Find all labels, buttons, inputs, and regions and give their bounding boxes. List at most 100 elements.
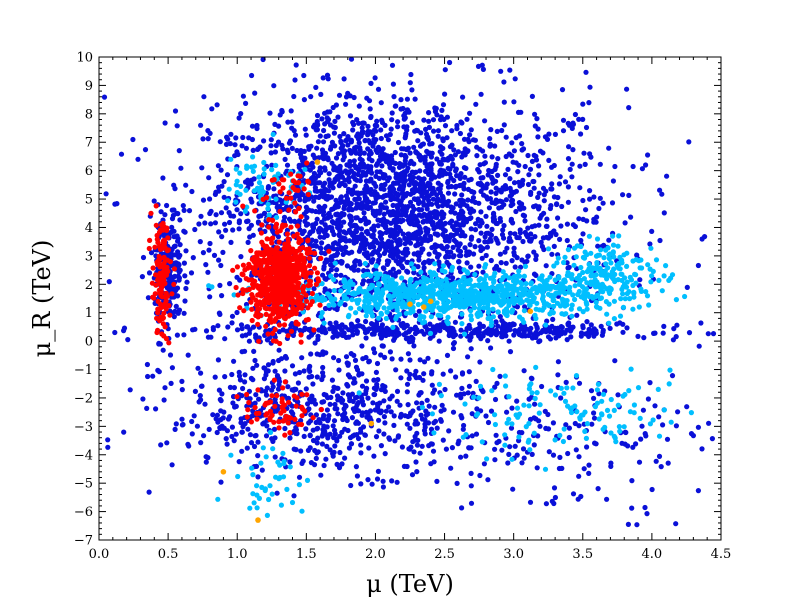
data-point	[405, 351, 411, 357]
data-point	[306, 374, 312, 380]
data-point	[525, 181, 532, 188]
data-point	[394, 314, 400, 320]
data-point	[598, 247, 604, 253]
data-point	[326, 171, 332, 177]
data-point	[357, 246, 363, 252]
data-point	[328, 267, 334, 273]
data-point	[391, 196, 398, 202]
data-point	[484, 196, 491, 202]
data-point	[331, 384, 337, 390]
data-point	[609, 200, 616, 206]
data-point	[203, 262, 209, 268]
data-point	[498, 189, 504, 195]
data-point	[471, 251, 477, 257]
data-point	[476, 169, 482, 175]
data-point	[177, 252, 183, 258]
data-point	[268, 150, 274, 156]
data-point	[346, 175, 352, 181]
data-point	[546, 131, 552, 137]
data-point	[443, 171, 449, 177]
data-point	[407, 199, 414, 205]
data-point	[510, 275, 516, 281]
data-point	[365, 395, 371, 401]
data-point	[373, 263, 379, 269]
data-point	[368, 258, 374, 264]
data-point	[192, 226, 198, 233]
data-point	[634, 522, 640, 528]
data-point	[584, 444, 590, 450]
data-point	[459, 215, 465, 221]
data-point	[556, 275, 562, 281]
data-point	[519, 299, 525, 305]
data-point	[358, 450, 364, 456]
data-point	[219, 293, 225, 299]
data-point	[368, 80, 374, 86]
data-point	[610, 249, 616, 255]
data-point	[480, 66, 486, 72]
data-point	[112, 201, 118, 207]
data-point	[155, 367, 161, 373]
data-point	[397, 402, 403, 408]
data-point	[534, 325, 540, 332]
data-point	[673, 521, 679, 527]
data-point	[338, 195, 344, 201]
data-point	[540, 293, 546, 300]
data-point	[490, 211, 497, 217]
data-point	[381, 414, 387, 420]
data-point	[121, 325, 128, 331]
data-point	[380, 194, 386, 200]
data-point	[270, 360, 276, 366]
data-point	[493, 263, 500, 269]
data-point	[256, 396, 262, 402]
data-point	[378, 310, 384, 316]
data-point	[222, 221, 228, 227]
data-point	[346, 207, 352, 213]
data-point	[458, 413, 464, 419]
data-point	[526, 172, 532, 178]
data-point	[392, 290, 398, 296]
data-point	[224, 134, 230, 140]
data-point	[348, 150, 354, 156]
data-point	[553, 290, 559, 297]
data-point	[584, 252, 590, 258]
data-point	[459, 120, 465, 126]
data-point	[538, 239, 544, 245]
data-point	[535, 331, 541, 337]
data-point	[464, 296, 470, 302]
data-point	[299, 355, 305, 361]
data-point	[534, 465, 540, 471]
data-point	[588, 388, 595, 394]
data-point	[398, 106, 404, 112]
data-point	[365, 477, 371, 483]
data-point	[533, 256, 539, 262]
data-point	[558, 395, 564, 401]
data-point	[218, 479, 224, 485]
data-point	[334, 267, 340, 273]
data-point	[664, 436, 671, 442]
data-point	[336, 218, 342, 224]
data-point	[591, 194, 597, 200]
data-point	[593, 299, 599, 305]
data-point	[640, 407, 647, 413]
data-point	[622, 441, 628, 447]
data-point	[373, 238, 379, 244]
data-point	[207, 240, 213, 247]
data-point	[200, 250, 206, 256]
data-point	[190, 255, 196, 261]
data-point	[222, 374, 228, 380]
data-point	[105, 437, 111, 443]
data-point	[201, 94, 207, 100]
data-point	[463, 453, 469, 459]
data-point	[340, 251, 346, 257]
data-point	[450, 409, 457, 415]
data-point	[458, 327, 464, 333]
data-point	[103, 191, 109, 197]
data-point	[236, 459, 242, 465]
data-point	[361, 278, 367, 284]
data-point	[405, 145, 411, 151]
data-point	[340, 143, 346, 149]
data-point	[586, 462, 592, 468]
data-point	[140, 254, 147, 261]
data-point	[347, 200, 353, 206]
data-point	[499, 334, 506, 340]
